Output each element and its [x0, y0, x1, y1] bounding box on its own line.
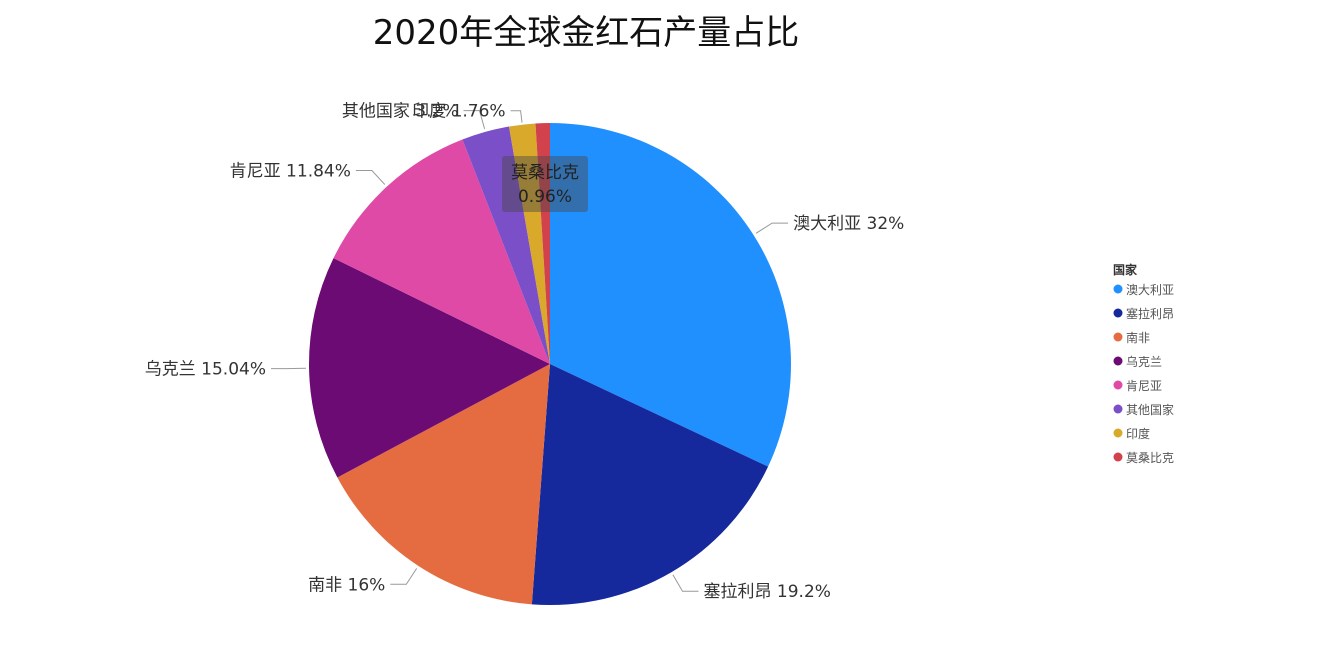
callout-label-3: 南非 16% [308, 575, 385, 595]
legend-item-2[interactable]: 塞拉利昂 [1126, 306, 1174, 321]
chart-title: 2020年全球金红石产量占比 [373, 13, 800, 53]
callout-label-1: 澳大利亚 32% [793, 214, 904, 234]
pie-slice-8[interactable] [535, 123, 550, 364]
inner-label-box-8 [502, 156, 588, 212]
pie-slice-7[interactable] [509, 123, 550, 364]
pie-inner-labels: 莫桑比克 0.96% [502, 156, 588, 212]
legend-item-4[interactable]: 乌克兰 [1126, 354, 1162, 369]
legend-title: 国家 [1113, 262, 1138, 277]
legend-marker-7 [1113, 428, 1123, 438]
legend-item-3[interactable]: 南非 [1126, 330, 1150, 345]
callout-label-5: 肯尼亚 11.84% [230, 162, 351, 182]
callout-line-7 [510, 110, 523, 123]
legend-marker-1 [1113, 284, 1123, 294]
legend-marker-6 [1113, 404, 1123, 414]
callout-line-3 [390, 568, 418, 585]
legend-marker-3 [1113, 332, 1123, 342]
callout-line-5 [355, 170, 386, 185]
callout-label-4: 乌克兰 15.04% [145, 360, 266, 380]
pie-slice-5[interactable] [333, 139, 550, 364]
pie-slice-1[interactable] [550, 123, 791, 467]
legend-item-7[interactable]: 印度 [1126, 426, 1150, 441]
callout-label-2: 塞拉利昂 19.2% [704, 582, 831, 602]
legend-item-6[interactable]: 其他国家 [1126, 402, 1174, 417]
legend-item-5[interactable]: 肯尼亚 [1126, 379, 1162, 393]
callout-label-7: 印度 1.76% [412, 102, 505, 122]
inner-label-value-8: 0.96% [518, 187, 572, 207]
legend-marker-4 [1113, 356, 1123, 366]
legend-marker-8 [1113, 452, 1123, 462]
pie-slice-6[interactable] [462, 126, 550, 364]
callout-line-2 [672, 574, 699, 592]
legend-marker-2 [1113, 308, 1123, 318]
pie-callouts: 澳大利亚 32% 塞拉利昂 19.2% 南非 16% 乌克兰 15.04% 肯尼亚 11… [145, 102, 905, 603]
pie-slices [309, 123, 791, 606]
callout-label-6: 其他国家 3.2% [342, 102, 459, 122]
inner-label-name-8: 莫桑比克 [511, 163, 579, 183]
legend-marker-5 [1113, 380, 1123, 390]
pie-slice-4[interactable] [309, 258, 550, 478]
callout-line-1 [755, 222, 789, 234]
legend-item-1[interactable]: 澳大利亚 [1126, 283, 1174, 297]
legend-item-8[interactable]: 莫桑比克 [1126, 451, 1174, 465]
callout-line-6 [463, 110, 486, 130]
pie-slice-3[interactable] [337, 364, 550, 605]
pie-slice-2[interactable] [531, 364, 769, 606]
